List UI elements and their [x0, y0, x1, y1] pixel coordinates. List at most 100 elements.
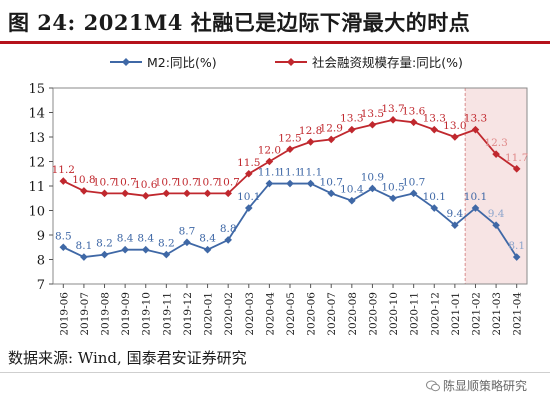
- tsf-data-label: 10.7: [175, 176, 198, 188]
- tsf-point: [80, 187, 88, 195]
- m2-data-label: 8.1: [76, 240, 93, 252]
- footer-divider: [0, 372, 550, 373]
- y-tick-label: 9: [37, 229, 45, 244]
- tsf-point: [203, 189, 212, 198]
- tsf-data-label: 11.2: [52, 164, 75, 176]
- m2-data-label: 11.1: [278, 167, 301, 179]
- m2-data-label: 9.4: [447, 208, 464, 220]
- x-tick-label: 2020-11: [409, 292, 421, 336]
- y-tick-label: 14: [28, 107, 45, 122]
- figure-header: 图 24: 2021M4 社融已是边际下滑最大的时点: [0, 0, 550, 41]
- x-tick-label: 2020-04: [264, 292, 276, 336]
- m2-point: [265, 179, 274, 188]
- y-tick-label: 7: [37, 278, 45, 293]
- tsf-point: [244, 169, 253, 178]
- x-tick-label: 2020-03: [244, 292, 256, 336]
- x-tick-label: 2020-05: [285, 292, 297, 336]
- m2-data-label: 8.2: [158, 238, 175, 250]
- m2-data-label: 9.4: [488, 208, 505, 220]
- m2-data-label: 10.1: [464, 191, 487, 203]
- tsf-data-label: 13.0: [443, 120, 466, 132]
- x-tick-label: 2020-10: [388, 292, 400, 336]
- m2-data-label: 10.5: [381, 181, 404, 193]
- x-tick-label: 2020-12: [429, 292, 441, 336]
- x-tick-label: 2020-01: [203, 292, 215, 336]
- tsf-point: [59, 177, 68, 185]
- x-tick-label: 2019-11: [161, 292, 173, 336]
- legend-label: M2:同比(%): [147, 55, 217, 70]
- watermark-text: 陈显顺策略研究: [443, 379, 528, 393]
- m2-point: [471, 204, 480, 212]
- legend-marker: [122, 58, 130, 66]
- x-tick-label: 2020-06: [306, 292, 318, 336]
- m2-data-label: 8.2: [96, 238, 113, 250]
- m2-point: [512, 253, 521, 261]
- tsf-point: [162, 189, 171, 198]
- legend-marker: [287, 58, 295, 66]
- tsf-data-label: 13.7: [381, 103, 404, 115]
- x-tick-label: 2021-01: [450, 292, 462, 336]
- m2-data-label: 10.9: [361, 171, 384, 183]
- m2-data-label: 10.1: [237, 191, 260, 203]
- tsf-data-label: 10.7: [155, 176, 178, 188]
- legend-label: 社会融资规模存量:同比(%): [312, 55, 463, 70]
- tsf-point: [100, 189, 109, 198]
- x-tick-label: 2020-07: [326, 292, 338, 336]
- tsf-point: [286, 145, 294, 154]
- tsf-data-label: 13.5: [361, 108, 384, 120]
- forecast-band: [465, 88, 527, 284]
- tsf-data-label: 10.7: [93, 176, 116, 188]
- m2-point: [492, 221, 500, 229]
- m2-point: [59, 243, 68, 252]
- m2-point: [389, 194, 397, 203]
- tsf-point: [141, 192, 150, 200]
- m2-data-label: 11.1: [299, 167, 322, 179]
- m2-point: [100, 250, 109, 259]
- m2-data-label: 8.4: [137, 233, 154, 245]
- m2-data-label: 8.7: [179, 225, 196, 237]
- tsf-data-label: 13.3: [464, 113, 487, 125]
- x-tick-label: 2019-06: [58, 292, 70, 336]
- figure-title: 图 24: 2021M4 社融已是边际下滑最大的时点: [8, 10, 471, 35]
- tsf-data-label: 12.8: [299, 125, 322, 137]
- tsf-point: [121, 189, 129, 198]
- m2-point: [430, 204, 439, 212]
- m2-point: [80, 253, 88, 261]
- tsf-data-label: 12.3: [484, 137, 507, 149]
- tsf-point: [348, 125, 356, 134]
- m2-data-label: 11.1: [258, 167, 281, 179]
- tsf-data-label: 11.7: [505, 152, 528, 164]
- m2-data-label: 10.7: [320, 176, 343, 188]
- x-tick-label: 2020-08: [347, 292, 359, 336]
- tsf-point: [306, 138, 315, 146]
- m2-point: [451, 221, 459, 229]
- tsf-data-label: 10.8: [72, 174, 95, 186]
- x-tick-label: 2021-03: [491, 292, 503, 336]
- tsf-data-label: 11.5: [237, 157, 260, 169]
- x-tick-label: 2020-09: [367, 292, 379, 336]
- tsf-data-label: 13.3: [423, 113, 446, 125]
- tsf-data-label: 13.3: [340, 113, 363, 125]
- tsf-point: [224, 189, 232, 198]
- source-note: 数据来源: Wind, 国泰君安证券研究: [8, 349, 247, 367]
- x-tick-label: 2019-10: [141, 292, 153, 336]
- m2-data-label: 10.1: [423, 191, 446, 203]
- x-tick-label: 2021-02: [470, 292, 482, 336]
- x-tick-label: 2019-09: [120, 292, 132, 336]
- tsf-point: [327, 135, 336, 144]
- tsf-point: [389, 116, 397, 124]
- y-tick-label: 12: [28, 156, 45, 171]
- x-tick-label: 2019-08: [100, 292, 112, 336]
- m2-point: [368, 184, 377, 193]
- m2-data-label: 8.1: [508, 240, 525, 252]
- tsf-data-label: 10.7: [196, 176, 219, 188]
- tsf-point: [451, 133, 459, 141]
- tsf-data-label: 12.5: [278, 132, 301, 144]
- m2-data-label: 8.4: [199, 233, 216, 245]
- m2-point: [121, 245, 129, 254]
- y-tick-label: 13: [28, 131, 45, 146]
- m2-point: [162, 250, 171, 259]
- m2-point: [244, 204, 253, 212]
- m2-point: [409, 189, 418, 198]
- y-tick-label: 8: [37, 254, 45, 269]
